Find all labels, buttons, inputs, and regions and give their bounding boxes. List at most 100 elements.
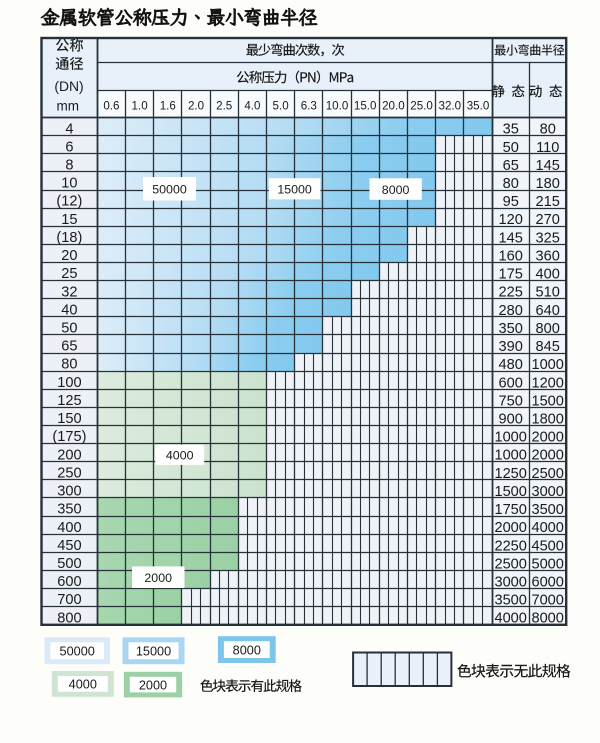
svg-text:15: 15 xyxy=(61,212,77,228)
svg-text:50000: 50000 xyxy=(60,645,95,659)
svg-text:2000: 2000 xyxy=(139,678,167,692)
svg-text:1000: 1000 xyxy=(531,357,563,373)
svg-text:510: 510 xyxy=(536,285,560,301)
svg-text:2500: 2500 xyxy=(494,556,526,572)
svg-text:1.6: 1.6 xyxy=(160,99,176,112)
svg-text:50: 50 xyxy=(503,140,519,156)
svg-text:350: 350 xyxy=(57,502,81,518)
svg-text:280: 280 xyxy=(499,303,523,319)
svg-text:5.0: 5.0 xyxy=(273,99,289,112)
svg-text:4000: 4000 xyxy=(166,448,194,462)
svg-text:750: 750 xyxy=(499,393,523,409)
svg-text:4000: 4000 xyxy=(69,678,97,692)
svg-text:32.0: 32.0 xyxy=(439,99,462,112)
svg-text:600: 600 xyxy=(499,375,523,391)
svg-text:95: 95 xyxy=(503,194,519,210)
svg-text:360: 360 xyxy=(536,249,560,265)
svg-text:40: 40 xyxy=(61,302,77,318)
svg-text:8000: 8000 xyxy=(382,183,410,197)
svg-text:35.0: 35.0 xyxy=(467,99,490,112)
svg-text:215: 215 xyxy=(536,194,560,210)
svg-text:4.0: 4.0 xyxy=(244,99,260,112)
svg-text:5000: 5000 xyxy=(531,556,563,572)
svg-text:400: 400 xyxy=(57,520,81,536)
svg-text:1500: 1500 xyxy=(494,484,526,500)
svg-text:600: 600 xyxy=(57,574,81,590)
svg-text:1200: 1200 xyxy=(531,375,563,391)
svg-text:145: 145 xyxy=(499,230,523,246)
svg-text:3500: 3500 xyxy=(494,593,526,609)
svg-text:300: 300 xyxy=(57,484,81,500)
svg-text:8000: 8000 xyxy=(233,643,261,657)
svg-text:175: 175 xyxy=(499,267,523,283)
svg-text:160: 160 xyxy=(499,249,523,265)
svg-text:20.0: 20.0 xyxy=(382,99,405,112)
svg-text:65: 65 xyxy=(61,339,77,355)
svg-text:2000: 2000 xyxy=(531,430,563,446)
svg-text:225: 225 xyxy=(499,285,523,301)
svg-text:1750: 1750 xyxy=(494,502,526,518)
svg-text:2250: 2250 xyxy=(494,538,526,554)
svg-text:390: 390 xyxy=(499,339,523,355)
svg-text:(18): (18) xyxy=(56,230,82,246)
svg-text:125: 125 xyxy=(57,393,81,409)
svg-text:270: 270 xyxy=(536,212,560,228)
svg-text:350: 350 xyxy=(499,321,523,337)
svg-text:80: 80 xyxy=(503,176,519,192)
svg-text:6000: 6000 xyxy=(531,575,563,591)
svg-text:4000: 4000 xyxy=(531,520,563,536)
svg-text:2.0: 2.0 xyxy=(188,99,204,112)
svg-text:0.6: 0.6 xyxy=(103,99,119,112)
svg-text:700: 700 xyxy=(57,592,81,608)
svg-text:25.0: 25.0 xyxy=(410,99,433,112)
svg-text:6.3: 6.3 xyxy=(301,99,317,112)
svg-text:640: 640 xyxy=(536,303,560,319)
svg-text:80: 80 xyxy=(61,357,77,373)
svg-text:100: 100 xyxy=(57,375,81,391)
svg-text:150: 150 xyxy=(57,411,81,427)
svg-text:25: 25 xyxy=(61,266,77,282)
svg-text:120: 120 xyxy=(499,212,523,228)
svg-text:80: 80 xyxy=(540,122,556,138)
svg-text:145: 145 xyxy=(536,158,560,174)
svg-text:2000: 2000 xyxy=(494,520,526,536)
svg-text:1000: 1000 xyxy=(494,448,526,464)
svg-text:110: 110 xyxy=(536,140,559,156)
svg-text:900: 900 xyxy=(499,412,523,428)
svg-text:4500: 4500 xyxy=(531,538,563,554)
svg-text:7000: 7000 xyxy=(531,593,563,609)
svg-text:4000: 4000 xyxy=(494,611,526,627)
svg-text:8000: 8000 xyxy=(531,611,563,627)
svg-text:2000: 2000 xyxy=(531,448,563,464)
svg-text:(DN): (DN) xyxy=(54,78,83,94)
svg-text:1250: 1250 xyxy=(494,466,526,482)
svg-text:65: 65 xyxy=(503,158,519,174)
svg-text:2500: 2500 xyxy=(531,466,563,482)
svg-text:3500: 3500 xyxy=(531,502,563,518)
svg-text:2.5: 2.5 xyxy=(216,99,232,112)
svg-text:450: 450 xyxy=(57,538,81,554)
svg-text:15000: 15000 xyxy=(136,645,171,659)
svg-text:3000: 3000 xyxy=(494,575,526,591)
svg-text:800: 800 xyxy=(536,321,560,337)
svg-text:50: 50 xyxy=(61,321,77,337)
svg-text:10: 10 xyxy=(61,176,77,192)
svg-text:480: 480 xyxy=(499,357,523,373)
svg-text:8: 8 xyxy=(65,158,73,174)
svg-text:800: 800 xyxy=(57,610,81,626)
svg-text:mm: mm xyxy=(57,99,80,114)
svg-text:250: 250 xyxy=(57,465,81,481)
svg-text:1500: 1500 xyxy=(531,393,563,409)
svg-text:3000: 3000 xyxy=(531,484,563,500)
svg-text:1.0: 1.0 xyxy=(132,99,148,112)
svg-text:200: 200 xyxy=(57,447,81,463)
svg-text:6: 6 xyxy=(65,139,73,155)
svg-text:500: 500 xyxy=(57,556,81,572)
svg-text:20: 20 xyxy=(61,248,77,264)
svg-text:(175): (175) xyxy=(52,429,86,445)
svg-text:400: 400 xyxy=(536,267,560,283)
svg-text:35: 35 xyxy=(503,122,519,138)
svg-text:(12): (12) xyxy=(56,194,82,210)
svg-text:4: 4 xyxy=(65,121,73,137)
svg-text:1800: 1800 xyxy=(531,412,563,428)
